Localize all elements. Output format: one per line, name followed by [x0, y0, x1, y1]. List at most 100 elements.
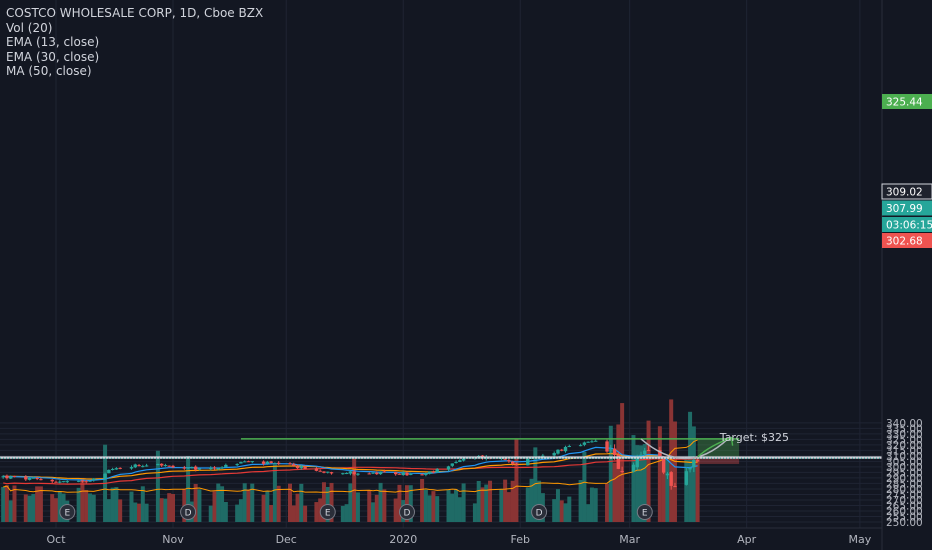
candle-body [639, 454, 643, 456]
candle [88, 480, 92, 482]
volume-bar [84, 490, 89, 522]
candle-body [427, 471, 432, 474]
volume-bar [688, 411, 693, 522]
volume-bar [269, 505, 274, 522]
volume-bar [593, 488, 598, 522]
candle [58, 480, 62, 484]
candle [420, 473, 424, 476]
price-tick-label: 310.00 [886, 451, 923, 463]
legend-indicator-ema30[interactable]: EMA (30, close) [6, 49, 100, 64]
candle [322, 471, 326, 474]
volume-bar [76, 487, 81, 522]
volume-bar [616, 424, 621, 522]
volume-bar [503, 479, 508, 522]
candle-body [24, 476, 28, 480]
candle [684, 467, 688, 486]
candle-body [288, 463, 292, 465]
price-tick-label: 320.00 [886, 440, 923, 452]
candle [35, 477, 39, 481]
volume-bar [608, 425, 613, 522]
candle [461, 458, 466, 462]
price-tick-label: 275.00 [886, 489, 923, 501]
candle-body [261, 461, 266, 464]
candle-body [129, 467, 134, 469]
candle [669, 471, 673, 490]
candle [688, 467, 692, 473]
price-label-bg [882, 200, 932, 216]
volume-bar [431, 491, 436, 522]
event-marker: E [59, 504, 76, 520]
legend-indicator-vol[interactable]: Vol (20) [6, 20, 53, 35]
candle-body [314, 468, 319, 471]
candle [673, 482, 677, 488]
candle-body [141, 466, 145, 468]
candle [235, 463, 239, 466]
candle-body [250, 461, 254, 463]
candle [92, 478, 96, 482]
candle-body [193, 466, 198, 470]
volume-bar [420, 478, 425, 522]
candle [114, 467, 119, 470]
price-label: 03:06:15 [882, 217, 932, 232]
candle [352, 470, 356, 476]
volume-bar [193, 483, 198, 522]
candle-body [159, 463, 164, 466]
candle-body [446, 466, 451, 470]
price-tick-label: 260.00 [886, 506, 923, 518]
price-tick-label: 285.00 [886, 478, 923, 490]
grid [0, 0, 882, 528]
legend-title[interactable]: COSTCO WHOLESALE CORP, 1D, Cboe BZX [6, 6, 264, 20]
event-marker-circle [399, 504, 415, 520]
volume-bar [261, 494, 266, 522]
candle-body [220, 467, 224, 469]
volume-bar [552, 499, 557, 522]
time-tick-label: Apr [737, 533, 757, 546]
candle [167, 465, 171, 467]
event-marker-circle [319, 504, 336, 520]
volume-ma-line [3, 439, 698, 493]
volume-bar [54, 498, 58, 522]
volume-bar [35, 486, 40, 522]
ma50-line [3, 458, 698, 485]
volume-bar [329, 482, 334, 522]
candle [65, 480, 70, 484]
candle-body [526, 458, 530, 466]
candle-body [371, 472, 375, 474]
candle [665, 471, 670, 480]
candle [137, 464, 141, 467]
volume-bar [639, 445, 643, 522]
price-label: 307.99 [882, 200, 932, 216]
volume-bar [480, 487, 485, 522]
candle [356, 472, 360, 476]
price-tick-label: 255.00 [886, 511, 923, 523]
candle-body [273, 462, 277, 464]
candle [582, 441, 587, 447]
price-label-bg [882, 94, 932, 109]
candle-body [39, 479, 43, 481]
volume-bar [405, 485, 409, 522]
candle-body [692, 460, 696, 468]
volume-bar [50, 494, 55, 522]
volume-bar [612, 462, 617, 522]
candle-body [635, 455, 639, 468]
event-marker: D [531, 504, 548, 520]
price-tick-label: 330.00 [886, 429, 923, 441]
candle [110, 467, 115, 471]
volume-bar [506, 492, 511, 522]
candle [50, 479, 54, 483]
candle-body [378, 471, 383, 475]
volume-bar [57, 491, 62, 522]
legend-indicator-ema13[interactable]: EMA (13, close) [6, 35, 100, 49]
candle-body [510, 461, 515, 464]
target-arrow-head [724, 436, 734, 446]
candle [288, 462, 292, 465]
candle [159, 463, 164, 467]
candle-body [435, 469, 439, 473]
candle [9, 475, 13, 480]
legend-indicator-ma50[interactable]: MA (50, close) [6, 64, 92, 78]
price-tick-label: 295.00 [886, 467, 923, 479]
volume-bar [454, 489, 459, 522]
candle [39, 477, 43, 481]
